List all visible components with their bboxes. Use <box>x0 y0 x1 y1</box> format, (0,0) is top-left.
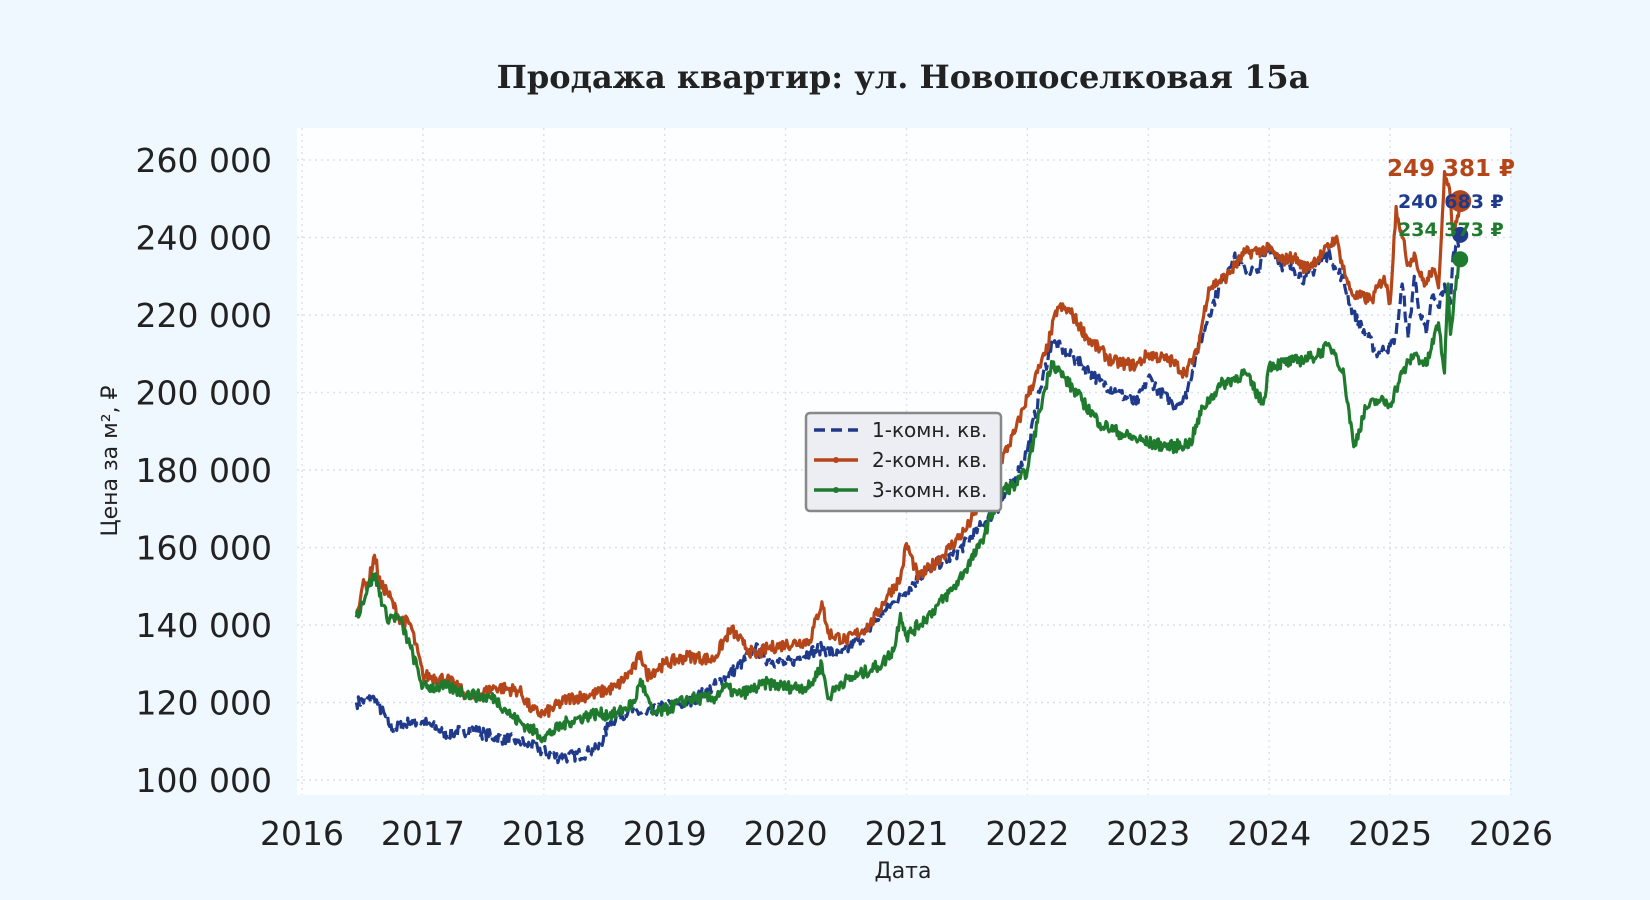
y-ticks: 100 000 120 000 140 000 160 000 180 000 200 0… <box>136 141 272 800</box>
x-tick-label-4: 2020 <box>744 814 828 853</box>
x-tick-label-8: 2024 <box>1227 814 1311 853</box>
series-group <box>354 170 1462 765</box>
end-markers <box>1449 190 1472 268</box>
end-marker-3 <box>1452 251 1469 268</box>
y-tick-label-4: 180 000 <box>136 451 272 490</box>
x-tick-label-9: 2025 <box>1348 814 1432 853</box>
end-marker-2 <box>1449 190 1472 213</box>
legend-label-3: 3-комн. кв. <box>872 478 987 502</box>
y-tick-label-5: 200 000 <box>136 374 272 413</box>
end-label-3room: 234 373 ₽ <box>1398 219 1504 241</box>
legend-label-1: 1-комн. кв. <box>872 418 987 442</box>
y-tick-label-3: 160 000 <box>136 529 272 568</box>
y-tick-label-0: 100 000 <box>136 761 272 800</box>
x-tick-label-1: 2017 <box>381 814 465 853</box>
y-tick-label-6: 220 000 <box>136 296 272 335</box>
x-tick-label-6: 2022 <box>985 814 1069 853</box>
x-tick-label-7: 2023 <box>1106 814 1190 853</box>
x-axis-label: Дата <box>875 859 932 884</box>
x-tick-label-5: 2021 <box>865 814 949 853</box>
chart-title: Продажа квартир: ул. Новопоселковая 15а <box>497 58 1310 96</box>
series-line-3 <box>354 258 1462 744</box>
legend: 1-комн. кв. 2-комн. кв. 3-комн. кв. <box>804 411 1003 513</box>
x-tick-label-0: 2016 <box>260 814 344 853</box>
end-label-2room: 249 381 ₽ <box>1387 156 1515 182</box>
legend-marker-2 <box>833 457 839 463</box>
legend-label-2: 2-комн. кв. <box>872 448 987 472</box>
y-axis-label: Цена за м², ₽ <box>98 385 123 536</box>
end-marker-1 <box>1452 226 1469 243</box>
x-tick-label-2: 2018 <box>502 814 586 853</box>
legend-marker-3 <box>833 487 839 493</box>
y-tick-label-8: 260 000 <box>136 141 272 180</box>
x-ticks: 2016 2017 2018 2019 2020 2021 2022 2023 2024 2025… <box>260 814 1553 853</box>
series-line-2 <box>354 170 1462 719</box>
x-tick-label-3: 2019 <box>623 814 707 853</box>
x-tick-label-10: 2026 <box>1469 814 1553 853</box>
y-tick-label-1: 120 000 <box>136 684 272 723</box>
y-tick-label-2: 140 000 <box>136 606 272 645</box>
y-tick-label-7: 240 000 <box>136 219 272 258</box>
end-label-1room: 240 683 ₽ <box>1398 191 1504 213</box>
legend-box <box>804 411 1003 513</box>
